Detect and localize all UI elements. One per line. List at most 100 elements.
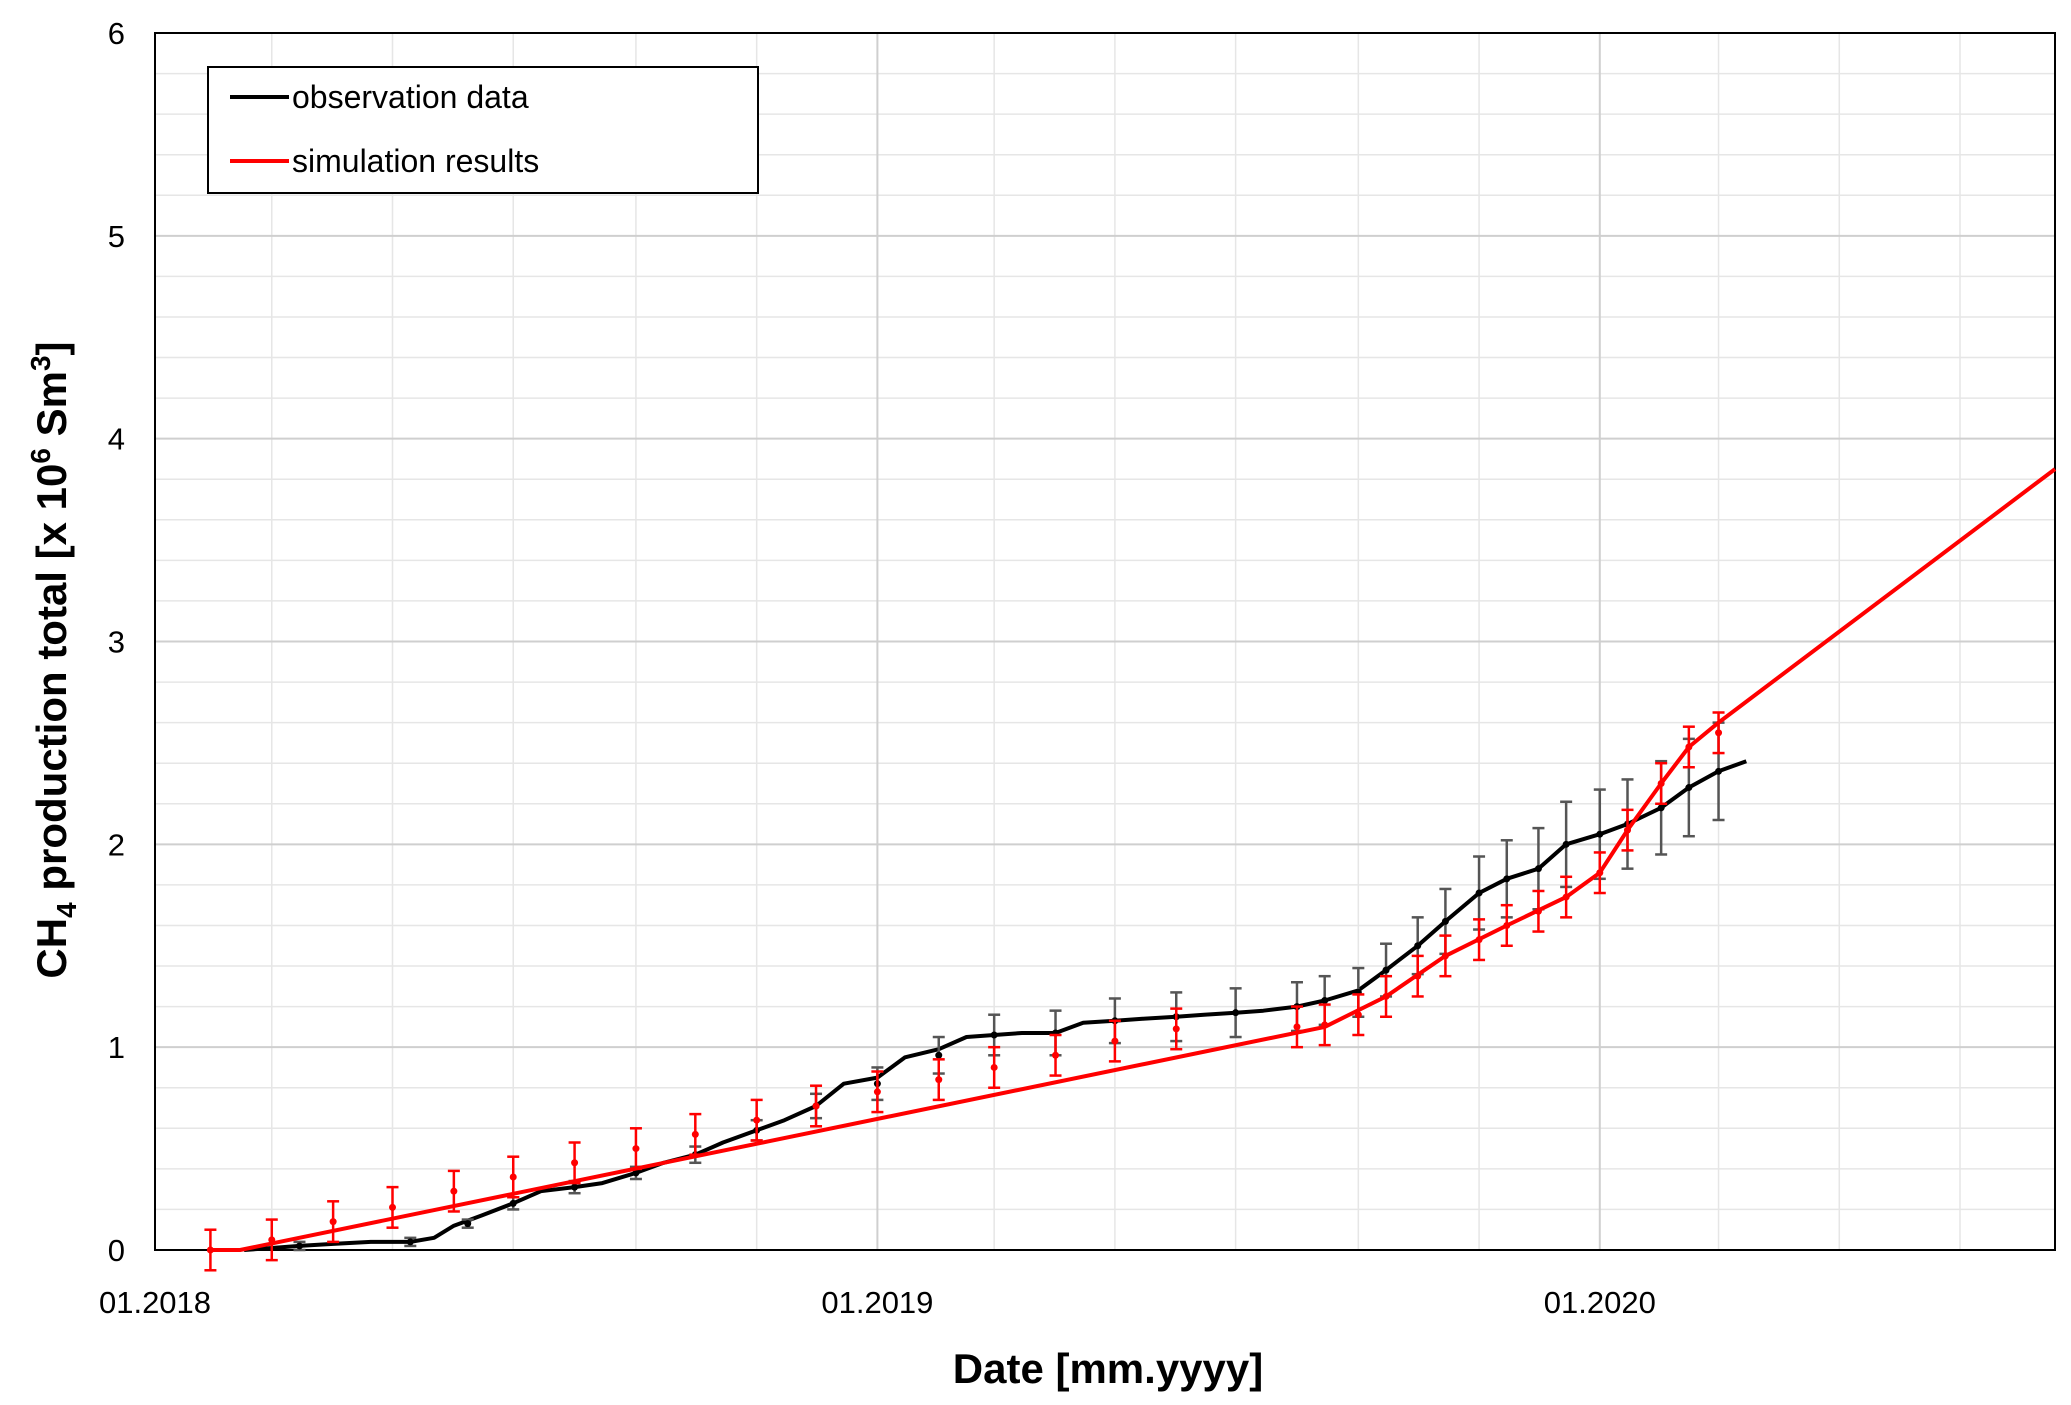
error-bar [1352, 993, 1365, 1037]
error-bar [568, 1141, 581, 1185]
error-bar [293, 1240, 306, 1252]
data-point [571, 1183, 579, 1191]
error-bar [327, 1200, 340, 1244]
y-tick-label: 6 [108, 16, 125, 51]
x-tick-label: 01.2019 [821, 1285, 933, 1320]
y-tick-label: 2 [108, 827, 125, 862]
error-bar [1532, 889, 1545, 933]
data-point [1111, 1037, 1119, 1045]
error-bar [507, 1155, 520, 1199]
data-point [268, 1236, 276, 1244]
data-point [990, 1031, 998, 1039]
error-bar [1439, 934, 1452, 978]
data-point [873, 1088, 881, 1096]
error-bar [386, 1185, 399, 1229]
data-point [691, 1130, 699, 1138]
error-bar [265, 1218, 278, 1262]
data-point [1475, 889, 1483, 897]
error-bar [932, 1058, 945, 1102]
error-bar [871, 1070, 884, 1114]
y-tick-label: 5 [108, 219, 125, 254]
error-bar [1682, 725, 1695, 769]
data-point [1503, 921, 1511, 929]
data-point [1596, 869, 1604, 877]
legend-box [207, 66, 759, 194]
data-point [1382, 966, 1390, 974]
data-point [753, 1116, 761, 1124]
data-point [1624, 826, 1631, 834]
plot-area-frame [154, 32, 2056, 1251]
data-point [1715, 729, 1723, 737]
data-point [571, 1159, 579, 1167]
data-point [1441, 917, 1449, 925]
error-bar [1712, 711, 1725, 755]
error-bar [461, 1218, 474, 1229]
data-point [1534, 865, 1542, 873]
data-point [1685, 784, 1693, 792]
data-point [1354, 1011, 1362, 1019]
data-point [935, 1051, 943, 1059]
data-point [1475, 936, 1483, 944]
data-point [1382, 992, 1390, 1000]
data-point [1321, 1021, 1329, 1029]
error-bar [988, 1045, 1001, 1089]
data-point [389, 1203, 396, 1211]
data-point [632, 1169, 640, 1177]
y-axis-title-superscript: 6 [25, 448, 56, 464]
y-tick-label: 0 [108, 1233, 125, 1268]
error-bar [1593, 851, 1606, 895]
error-bar [1655, 761, 1668, 806]
data-point [1414, 972, 1422, 980]
data-point [206, 1246, 214, 1254]
error-bar [689, 1112, 702, 1156]
error-bar [1500, 903, 1513, 947]
series-simulation [204, 467, 2057, 1272]
data-point [812, 1102, 820, 1110]
legend-label-simulation: simulation results [292, 143, 539, 179]
x-axis-tick-labels: 01.2018 01.2019 01.2020 [99, 1285, 1656, 1320]
data-point [509, 1173, 517, 1181]
data-point [1562, 840, 1570, 848]
data-point [1321, 997, 1329, 1005]
data-point [1596, 830, 1604, 838]
major-gridlines [155, 33, 2055, 1250]
data-point [1685, 743, 1693, 751]
error-bar [1108, 1019, 1121, 1063]
error-bar [447, 1169, 460, 1213]
error-bar [1318, 1003, 1331, 1047]
error-bar [204, 1228, 217, 1272]
y-tick-label: 3 [108, 625, 125, 660]
data-point [935, 1076, 943, 1084]
data-point [1052, 1051, 1060, 1059]
data-point [1503, 875, 1511, 883]
y-axis-title-superscript: 3 [25, 355, 56, 371]
y-axis-title: CH4 production total [x 106 Sm3] [25, 341, 82, 978]
error-bar [1170, 1007, 1183, 1051]
data-point [1293, 1023, 1301, 1031]
error-bar [810, 1084, 823, 1128]
data-point [1534, 907, 1542, 915]
y-axis-title-subscript: 4 [51, 902, 82, 918]
legend-label-observation: observation data [292, 79, 529, 115]
x-tick-label: 01.2020 [1544, 1285, 1656, 1320]
data-point [1715, 767, 1723, 775]
data-point [329, 1218, 337, 1226]
x-axis-title: Date [mm.yyyy] [953, 1345, 1263, 1392]
error-bar [1473, 918, 1486, 962]
data-point [1657, 779, 1665, 787]
error-bar [1229, 987, 1242, 1039]
y-tick-label: 4 [108, 422, 125, 457]
error-bar [1621, 808, 1634, 852]
data-point [509, 1199, 517, 1207]
y-axis-tick-labels: 0 1 2 3 4 5 6 [108, 16, 125, 1268]
error-bar [1560, 875, 1573, 919]
error-bar [629, 1127, 642, 1171]
series-layer [204, 467, 2057, 1272]
data-point [1657, 804, 1665, 812]
error-bar [1049, 1033, 1062, 1077]
error-bar [750, 1098, 763, 1142]
x-tick-label: 01.2018 [99, 1285, 211, 1320]
data-point [632, 1145, 640, 1153]
